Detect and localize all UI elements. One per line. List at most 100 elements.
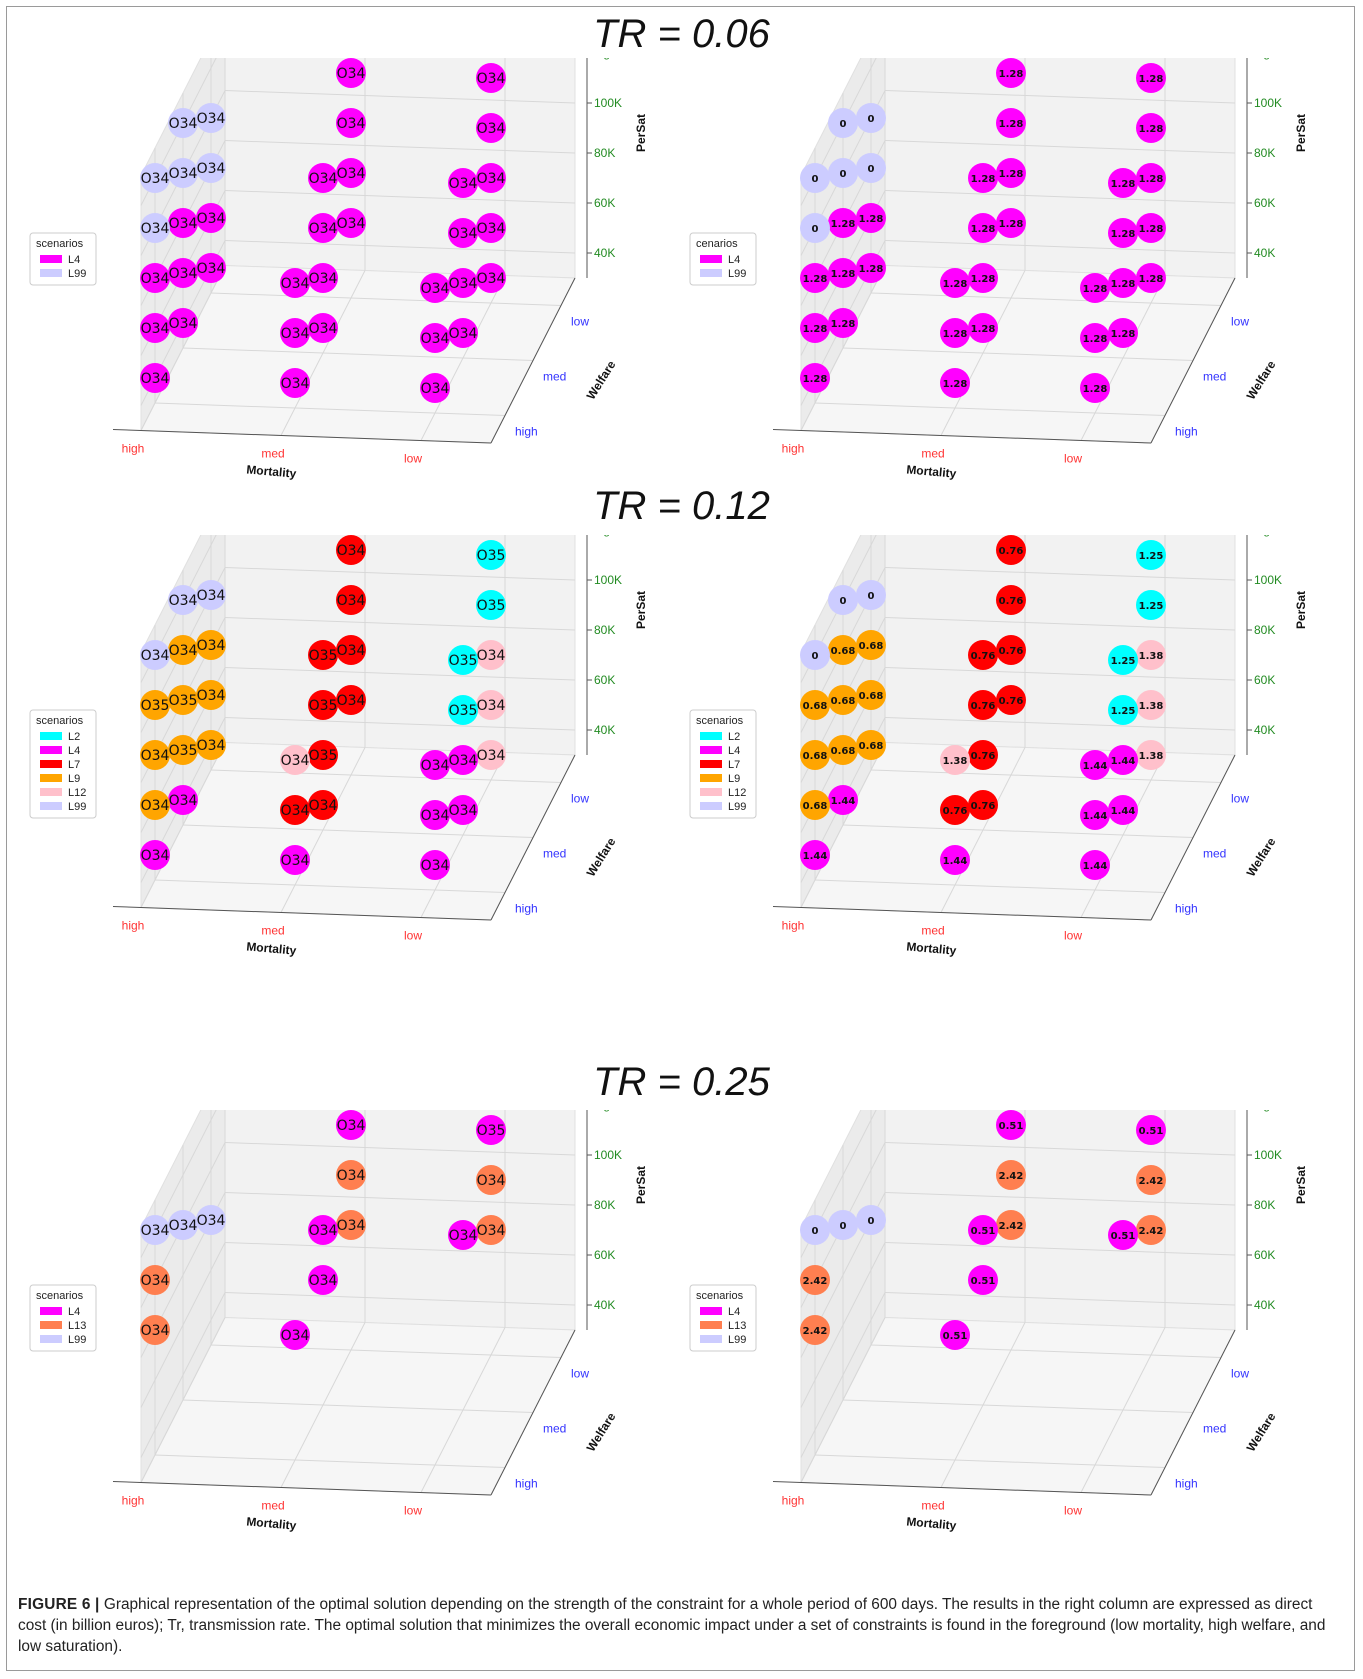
point-label: 1.44 [803, 851, 828, 862]
axis-lines [112, 58, 588, 444]
legend-swatch [700, 746, 722, 754]
scatter-point [308, 1215, 338, 1245]
point-label: 2.42 [1139, 1176, 1164, 1187]
point-label: O34 [421, 858, 450, 874]
caption-label: FIGURE 6 | [18, 1596, 100, 1613]
point-label: O35 [309, 748, 338, 764]
point-label: O34 [197, 211, 226, 227]
point-label: O34 [197, 688, 226, 704]
legend-entry: L4 [728, 745, 740, 757]
persat-axis-label: PerSat [634, 114, 648, 152]
scatter-point [336, 108, 366, 138]
scatter-point [968, 263, 998, 293]
legend-swatch [700, 774, 722, 782]
point-label: 0.51 [971, 1226, 996, 1237]
scatter-point [1080, 273, 1110, 303]
persat-tick-label: high [594, 1110, 617, 1112]
welfare-tick-label: med [1203, 370, 1226, 384]
point-label: 0 [812, 174, 819, 185]
mortality-tick-label: high [782, 442, 805, 456]
point-label: O34 [477, 1223, 506, 1239]
scatter-point [308, 640, 338, 670]
legend-entry: L7 [68, 759, 80, 771]
axis-lines [772, 535, 1248, 921]
point-label: 1.38 [1139, 701, 1164, 712]
caption-text: Graphical representation of the optimal … [18, 1596, 1326, 1655]
persat-axis-label: PerSat [634, 591, 648, 629]
scatter-point [196, 730, 226, 760]
point-label: O34 [197, 1213, 226, 1229]
mortality-tick-label: med [921, 924, 944, 938]
persat-tick-label: 100K [594, 96, 622, 110]
point-label: 1.28 [999, 219, 1024, 230]
scatter-point [1108, 695, 1138, 725]
legend: scenarios L2 L4 L7 L9 L12 L99 [29, 709, 97, 819]
scatter-point [448, 218, 478, 248]
persat-tick-label: 80K [1254, 623, 1275, 637]
scatter-point [308, 790, 338, 820]
point-label: O35 [449, 703, 478, 719]
persat-tick-label: 80K [1254, 146, 1275, 160]
legend: scenarios L4 L99 [29, 232, 97, 286]
scatter-point [448, 795, 478, 825]
scatter-point [420, 750, 450, 780]
mortality-axis-label: Mortality [906, 939, 957, 957]
scatter-point [308, 213, 338, 243]
scatter-point [280, 318, 310, 348]
scatter-point [140, 1215, 170, 1245]
point-label: O34 [141, 271, 170, 287]
legend-swatch [700, 802, 722, 810]
mortality-axis-label: Mortality [906, 462, 957, 480]
point-label: O34 [281, 326, 310, 342]
scatter-point [856, 203, 886, 233]
point-label: 0.76 [971, 751, 996, 762]
scatter-point [140, 163, 170, 193]
legend-title: scenarios [36, 1290, 84, 1302]
scatter-point [336, 535, 366, 565]
scatter-point [1108, 745, 1138, 775]
point-label: 1.28 [859, 264, 884, 275]
scatter-point [168, 685, 198, 715]
point-label: O34 [309, 221, 338, 237]
scatter-point [420, 850, 450, 880]
scatter-point [828, 108, 858, 138]
point-label: O34 [337, 543, 366, 559]
scatter-point [828, 158, 858, 188]
scatter-point [476, 1215, 506, 1245]
axis-lines [112, 535, 588, 921]
scatter-point [140, 263, 170, 293]
point-label: 1.28 [971, 274, 996, 285]
welfare-tick-label: high [1175, 425, 1198, 439]
scatter-point [940, 795, 970, 825]
figure-frame [6, 6, 1355, 1671]
persat-tick-label: high [1254, 535, 1277, 537]
scatter-point [280, 1320, 310, 1350]
scatter-point [828, 208, 858, 238]
legend-swatch [700, 1335, 722, 1343]
scatter-point [1136, 263, 1166, 293]
point-label: 0.68 [859, 691, 884, 702]
point-label: O34 [337, 643, 366, 659]
point-label: 1.44 [1083, 811, 1108, 822]
point-label: 1.28 [971, 174, 996, 185]
persat-tick-label: high [1254, 58, 1277, 60]
scatter-point [308, 313, 338, 343]
chart-panel-tr012-options: 40K 60K 80K 100K high PerSat low med high Welfare… [20, 535, 680, 1015]
scatter-point [420, 373, 450, 403]
scatter-point [828, 585, 858, 615]
mortality-tick-label: low [1064, 929, 1082, 943]
scatter-point [996, 108, 1026, 138]
point-label: 1.28 [831, 269, 856, 280]
point-label: 0.51 [999, 1121, 1024, 1132]
scatter-point [996, 535, 1026, 565]
welfare-tick-label: low [571, 792, 589, 806]
legend-swatch [40, 774, 62, 782]
point-label: O34 [337, 66, 366, 82]
scatter-point [1136, 690, 1166, 720]
point-label: 1.28 [803, 324, 828, 335]
legend: cenarios L4 L99 [689, 232, 757, 286]
point-label: 1.28 [943, 379, 968, 390]
point-label: 0.76 [971, 801, 996, 812]
scatter-point [800, 213, 830, 243]
scatter-point [856, 253, 886, 283]
